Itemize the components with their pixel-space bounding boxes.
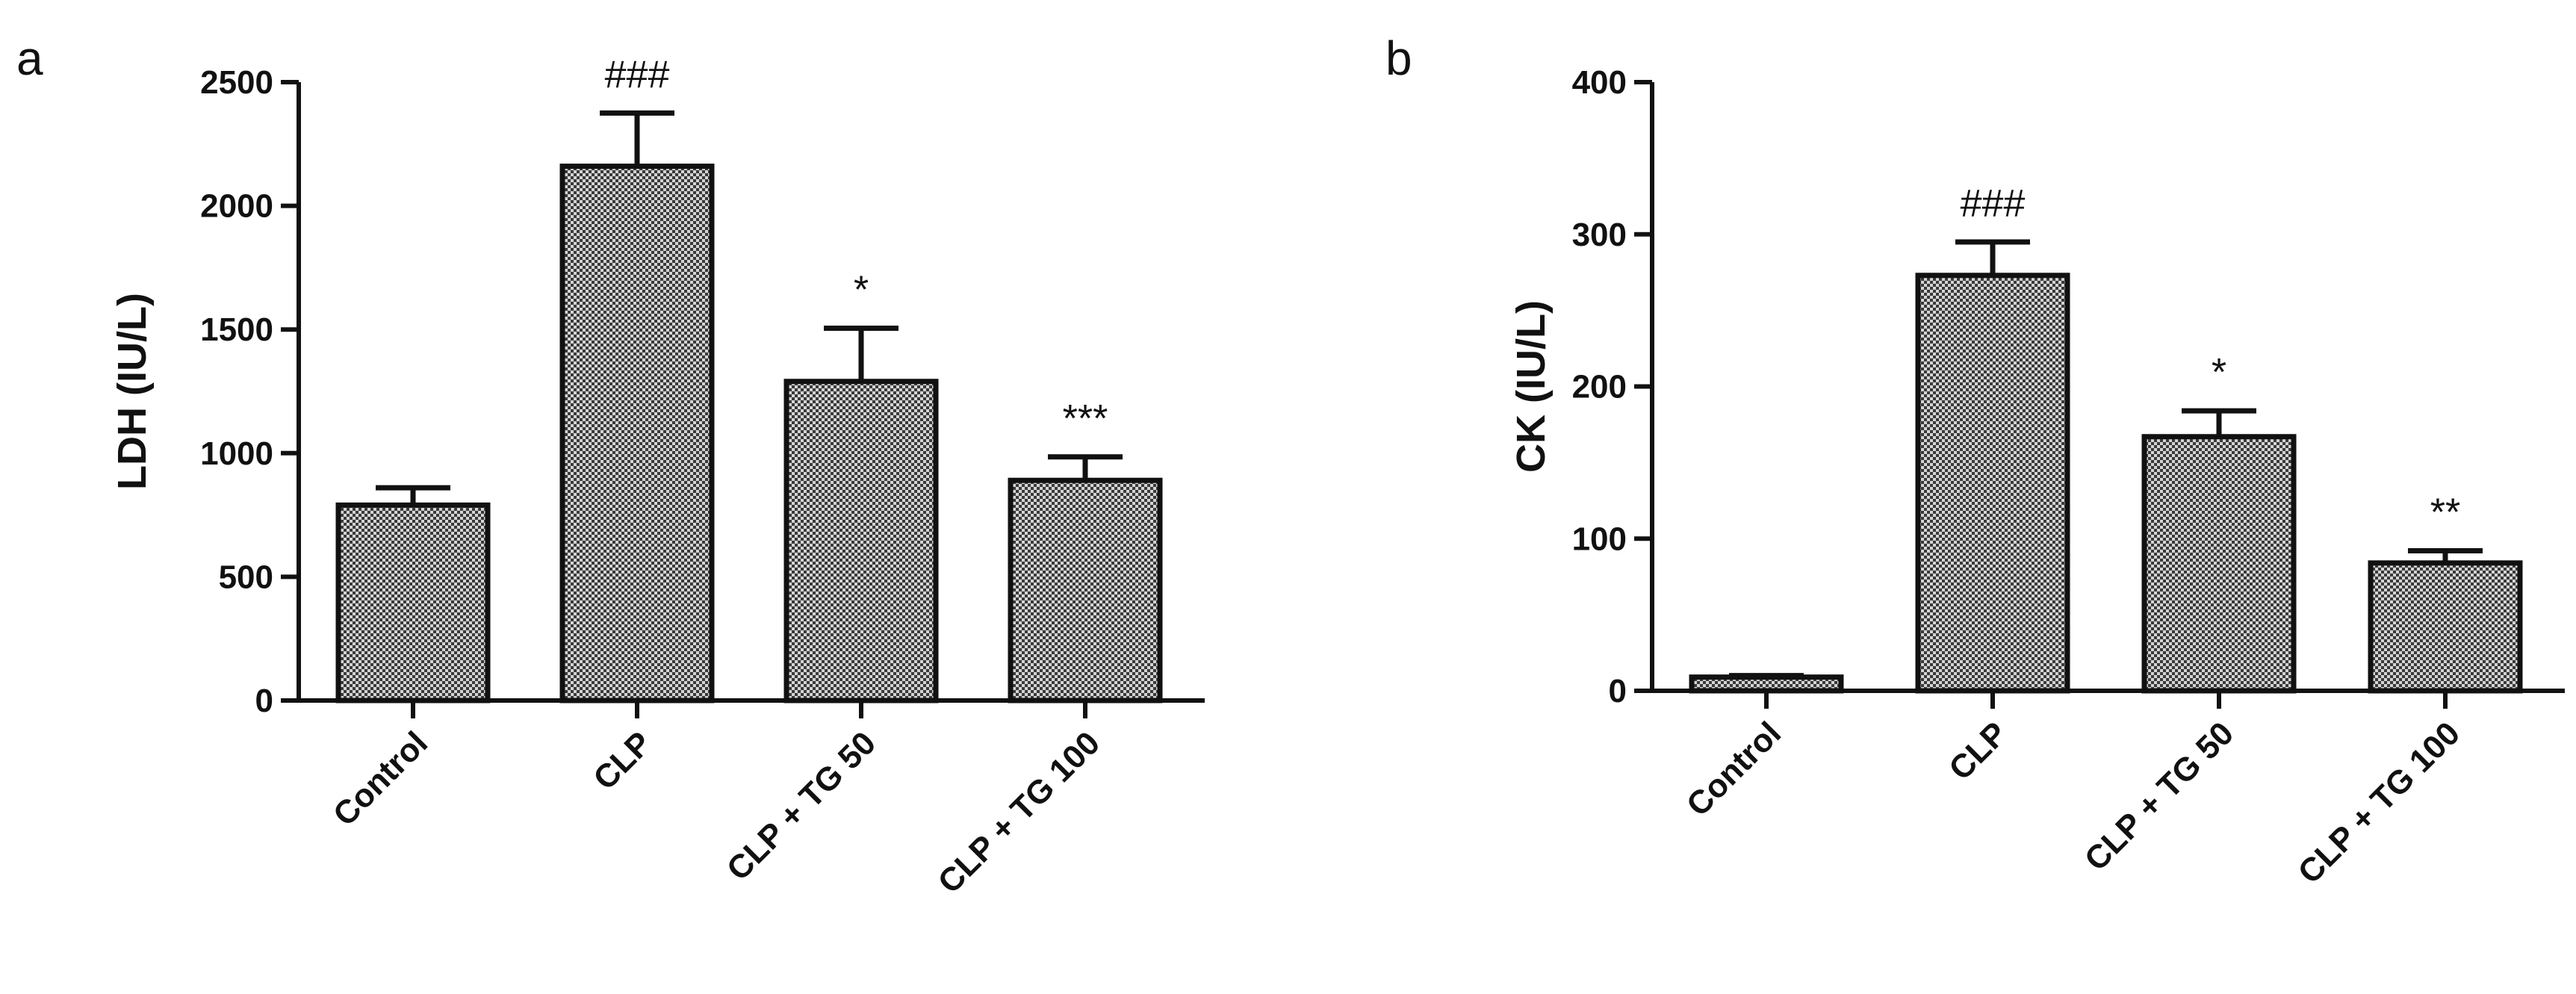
y-tick-label: 0 xyxy=(255,683,273,719)
bar xyxy=(1008,477,1163,703)
chart-panel-b: b 0 100 200 300 400 CK (IU/L) Control ### CLP * CLP… xyxy=(1385,31,2565,891)
bar xyxy=(559,164,715,703)
significance-marker: ### xyxy=(1961,182,2026,226)
panel-letter: a xyxy=(16,31,43,85)
chart-panel-a: a 0 500 1000 1500 2000 2500 LDH (IU/L) Control ##… xyxy=(16,31,1205,901)
y-tick-label: 300 xyxy=(1572,217,1627,253)
bar xyxy=(2368,560,2523,694)
y-axis-label: CK (IU/L) xyxy=(1509,300,1554,473)
y-axis-label: LDH (IU/L) xyxy=(110,293,155,490)
x-tick-label: CLP + TG 50 xyxy=(720,724,883,887)
y-tick-label: 1500 xyxy=(200,311,273,348)
bar xyxy=(1915,273,2070,694)
significance-marker: * xyxy=(2212,351,2226,394)
panel-letter: b xyxy=(1385,31,1412,85)
bar xyxy=(1689,674,1844,694)
significance-marker: *** xyxy=(1063,397,1108,441)
y-tick-label: 100 xyxy=(1572,521,1627,557)
x-tick-label: CLP xyxy=(586,724,659,797)
significance-marker: ### xyxy=(605,53,670,96)
significance-marker: ** xyxy=(2430,491,2460,535)
y-tick-label: 400 xyxy=(1572,64,1627,101)
x-tick-label: Control xyxy=(326,724,435,833)
x-tick-label: CLP xyxy=(1942,715,2014,787)
bar xyxy=(783,379,939,703)
x-tick-label: Control xyxy=(1680,715,1788,823)
x-tick-label: CLP + TG 100 xyxy=(2291,715,2468,891)
x-tick-label: CLP + TG 100 xyxy=(931,724,1108,901)
y-tick-label: 0 xyxy=(1609,673,1627,709)
bar xyxy=(2141,434,2297,694)
y-tick-label: 200 xyxy=(1572,369,1627,406)
significance-marker: * xyxy=(854,269,869,312)
y-tick-label: 2000 xyxy=(200,188,273,225)
y-tick-label: 500 xyxy=(219,559,273,595)
y-tick-label: 2500 xyxy=(200,64,273,101)
y-tick-label: 1000 xyxy=(200,435,273,472)
bar xyxy=(335,502,491,703)
x-tick-label: CLP + TG 50 xyxy=(2078,715,2241,877)
